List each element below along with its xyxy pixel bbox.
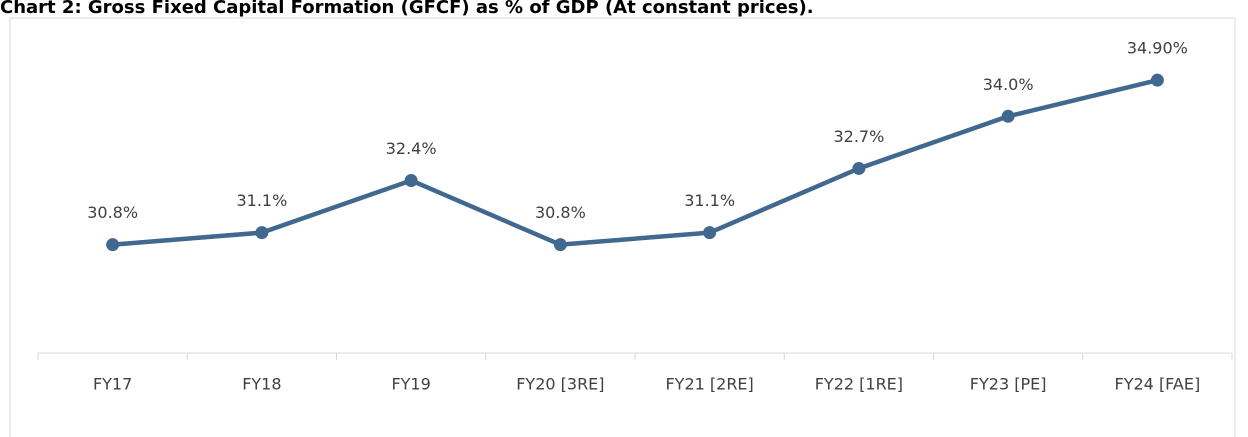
data-label: 31.1% bbox=[236, 191, 287, 210]
marker bbox=[106, 238, 120, 252]
marker bbox=[553, 238, 567, 252]
data-label: 32.7% bbox=[833, 127, 884, 146]
marker bbox=[404, 173, 418, 187]
x-tick-label: FY21 [2RE] bbox=[665, 375, 753, 394]
data-label: 30.8% bbox=[535, 203, 586, 222]
x-tick-label: FY23 [PE] bbox=[970, 375, 1047, 394]
marker bbox=[1001, 109, 1015, 123]
data-label: 30.8% bbox=[87, 203, 138, 222]
x-tick-label: FY17 bbox=[93, 375, 132, 394]
x-tick-label: FY22 [1RE] bbox=[815, 375, 903, 394]
marker bbox=[852, 161, 866, 175]
data-label: 32.4% bbox=[386, 139, 437, 158]
marker bbox=[703, 226, 717, 240]
data-label: 34.0% bbox=[983, 75, 1034, 94]
data-label: 34.90% bbox=[1127, 39, 1188, 58]
chart-title: Chart 2: Gross Fixed Capital Formation (… bbox=[0, 0, 814, 18]
line bbox=[112, 77, 1158, 247]
data-label: 31.1% bbox=[684, 191, 735, 210]
chart-frame bbox=[9, 17, 1236, 437]
x-tick-label: FY18 bbox=[242, 375, 281, 394]
marker bbox=[1150, 73, 1164, 87]
marker bbox=[255, 226, 269, 240]
x-tick-label: FY19 bbox=[391, 375, 430, 394]
x-tick-label: FY24 [FAE] bbox=[1115, 375, 1201, 394]
x-tick-label: FY20 [3RE] bbox=[516, 375, 604, 394]
